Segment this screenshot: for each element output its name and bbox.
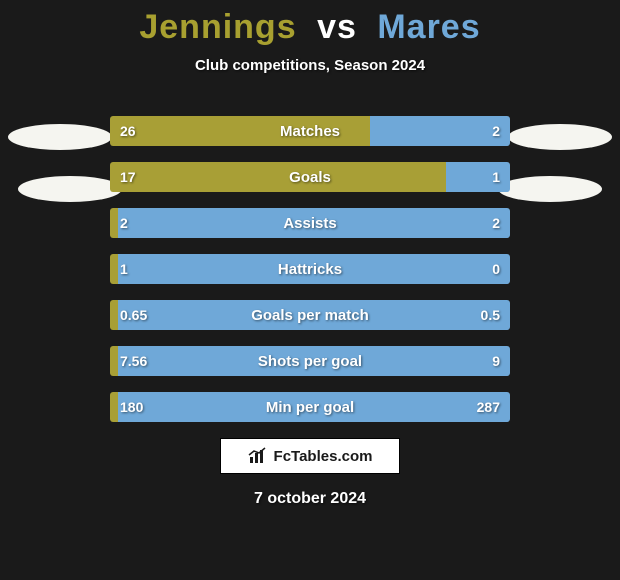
stat-row: 2Assists2: [110, 208, 510, 238]
stat-bar-right: [118, 208, 510, 238]
stat-bar-right: [446, 162, 510, 192]
stat-row: 26Matches2: [110, 116, 510, 146]
branding-text: FcTables.com: [274, 448, 373, 465]
title-vs: vs: [317, 8, 357, 46]
title: Jennings vs Mares: [0, 8, 620, 47]
branding-badge: FcTables.com: [220, 438, 400, 474]
decor-ellipse-right-2: [498, 176, 602, 202]
stat-bar-right: [370, 116, 510, 146]
stat-bar-left: [110, 208, 118, 238]
stat-bar-left: [110, 162, 446, 192]
stat-bar-right: [118, 254, 510, 284]
stat-bar-left: [110, 254, 118, 284]
decor-ellipse-left-2: [18, 176, 122, 202]
stat-row: 180Min per goal287: [110, 392, 510, 422]
stats-table: 26Matches2 17Goals1 2Assists2 1Hattricks0 0.…: [110, 116, 510, 422]
stat-bar-left: [110, 116, 370, 146]
stat-bar-left: [110, 300, 118, 330]
decor-ellipse-right-1: [508, 124, 612, 150]
title-player2: Mares: [377, 8, 480, 46]
stat-row: 1Hattricks0: [110, 254, 510, 284]
title-player1: Jennings: [139, 8, 296, 46]
stat-row: 17Goals1: [110, 162, 510, 192]
subtitle: Club competitions, Season 2024: [0, 57, 620, 74]
stat-bar-right: [118, 300, 510, 330]
decor-ellipse-left-1: [8, 124, 112, 150]
stat-bar-right: [118, 346, 510, 376]
date-text: 7 october 2024: [0, 490, 620, 508]
chart-icon: [248, 447, 268, 465]
stat-bar-left: [110, 392, 118, 422]
stat-row: 0.65Goals per match0.5: [110, 300, 510, 330]
stat-bar-right: [118, 392, 510, 422]
stat-bar-left: [110, 346, 118, 376]
stat-row: 7.56Shots per goal9: [110, 346, 510, 376]
comparison-infographic: Jennings vs Mares Club competitions, Sea…: [0, 0, 620, 580]
